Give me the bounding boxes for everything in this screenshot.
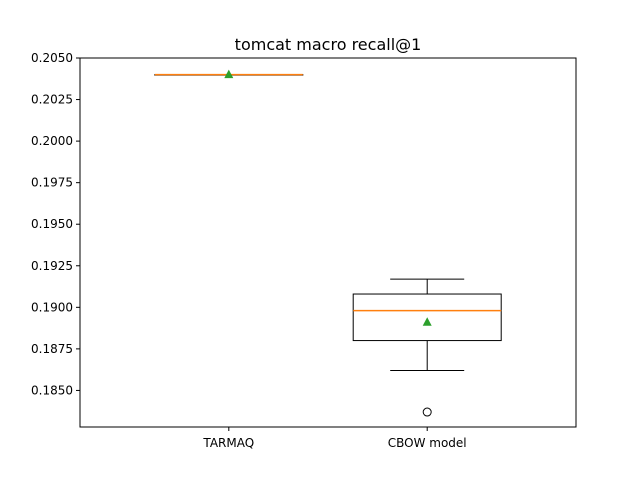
box-body	[352, 293, 502, 342]
plot-area-frame	[79, 57, 577, 428]
y-axis: 0.1850 0.1875 0.1900 0.1925 0.1950 0.1975 0.20…	[31, 51, 80, 397]
y-tick-label: 0.1900	[31, 300, 73, 314]
x-tick-label: TARMAQ	[202, 436, 254, 450]
mean-marker	[422, 317, 432, 326]
x-axis: TARMAQ CBOW model	[202, 427, 467, 450]
x-tick-label: CBOW model	[388, 436, 467, 450]
y-tick-label: 0.1975	[31, 176, 73, 190]
y-tick-label: 0.1925	[31, 259, 73, 273]
y-tick-label: 0.1850	[31, 383, 73, 397]
y-tick-label: 0.2000	[31, 134, 73, 148]
y-tick-label: 0.1950	[31, 217, 73, 231]
y-tick-label: 0.1875	[31, 342, 73, 356]
outlier-point	[422, 407, 432, 417]
chart-title: tomcat macro recall@1	[235, 35, 422, 54]
y-tick-label: 0.2025	[31, 93, 73, 107]
boxes	[154, 69, 502, 417]
box-cbow-model	[352, 278, 502, 417]
y-tick-label: 0.2050	[31, 51, 73, 65]
mean-marker	[224, 69, 234, 79]
box-tarmaq	[154, 69, 304, 79]
